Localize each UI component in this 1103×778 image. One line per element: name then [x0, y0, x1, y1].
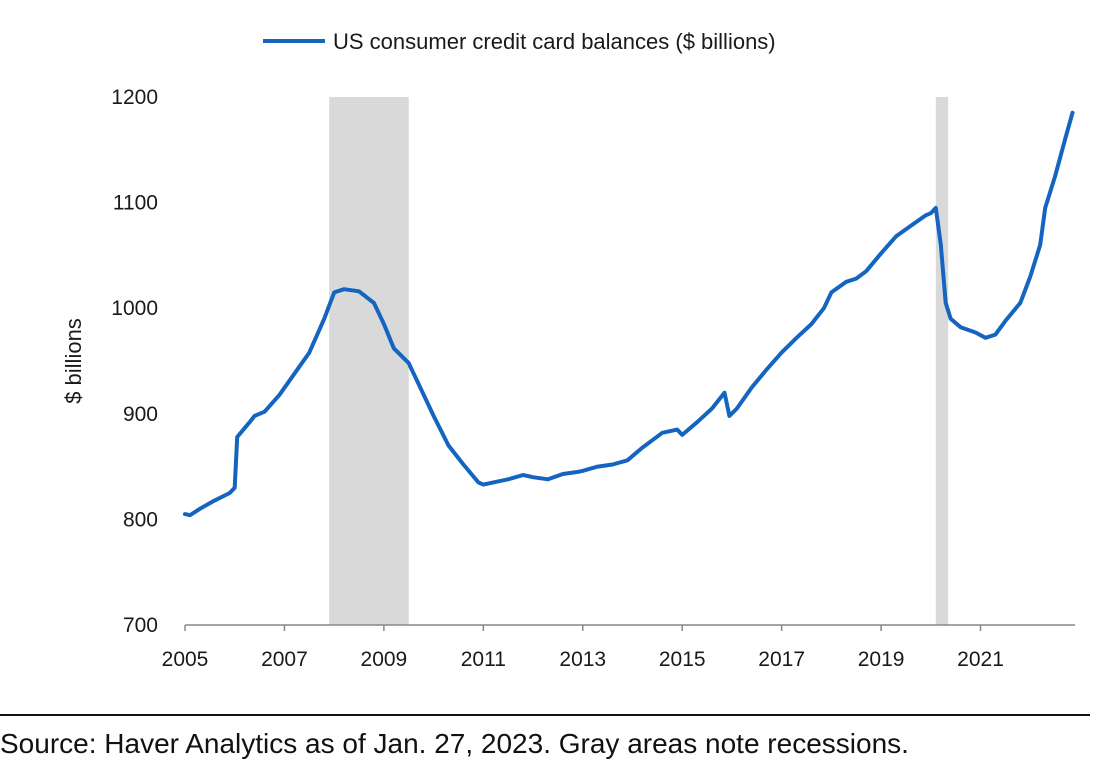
- x-tick-label: 2021: [957, 648, 1004, 671]
- x-tick-label: 2017: [758, 648, 805, 671]
- chart: US consumer credit card balances ($ bill…: [61, 29, 1075, 671]
- recession-band: [329, 97, 409, 625]
- recession-band: [935, 97, 949, 625]
- x-tick-label: 2019: [858, 648, 905, 671]
- y-tick-label: 900: [123, 403, 158, 426]
- legend: US consumer credit card balances ($ bill…: [263, 29, 776, 54]
- source-divider: [0, 714, 1090, 716]
- x-tick-label: 2011: [461, 648, 506, 671]
- x-tick-label: 2015: [659, 648, 706, 671]
- x-tick-label: 2005: [162, 648, 209, 671]
- y-tick-label: 1100: [113, 192, 158, 215]
- recession-shading: [329, 97, 949, 625]
- y-tick-label: 800: [123, 508, 158, 531]
- source-note: Source: Haver Analytics as of Jan. 27, 2…: [0, 728, 909, 759]
- series-line: [183, 110, 1075, 518]
- y-tick-label: 1200: [111, 86, 158, 109]
- x-axis-ticks: 2005 2007 2009 2011 2013 2015 2017 2019 2021: [162, 625, 1004, 671]
- y-tick-label: 1000: [111, 297, 158, 320]
- x-tick-label: 2013: [559, 648, 606, 671]
- x-tick-label: 2009: [361, 648, 408, 671]
- x-tick-label: 2007: [261, 648, 308, 671]
- y-tick-label: 700: [123, 614, 158, 637]
- series-layer: [183, 110, 1075, 518]
- y-axis-label: $ billions: [61, 318, 86, 404]
- legend-label: US consumer credit card balances ($ bill…: [333, 29, 776, 54]
- y-axis-ticks: 700 800 900 1000 1100 1200: [111, 86, 158, 637]
